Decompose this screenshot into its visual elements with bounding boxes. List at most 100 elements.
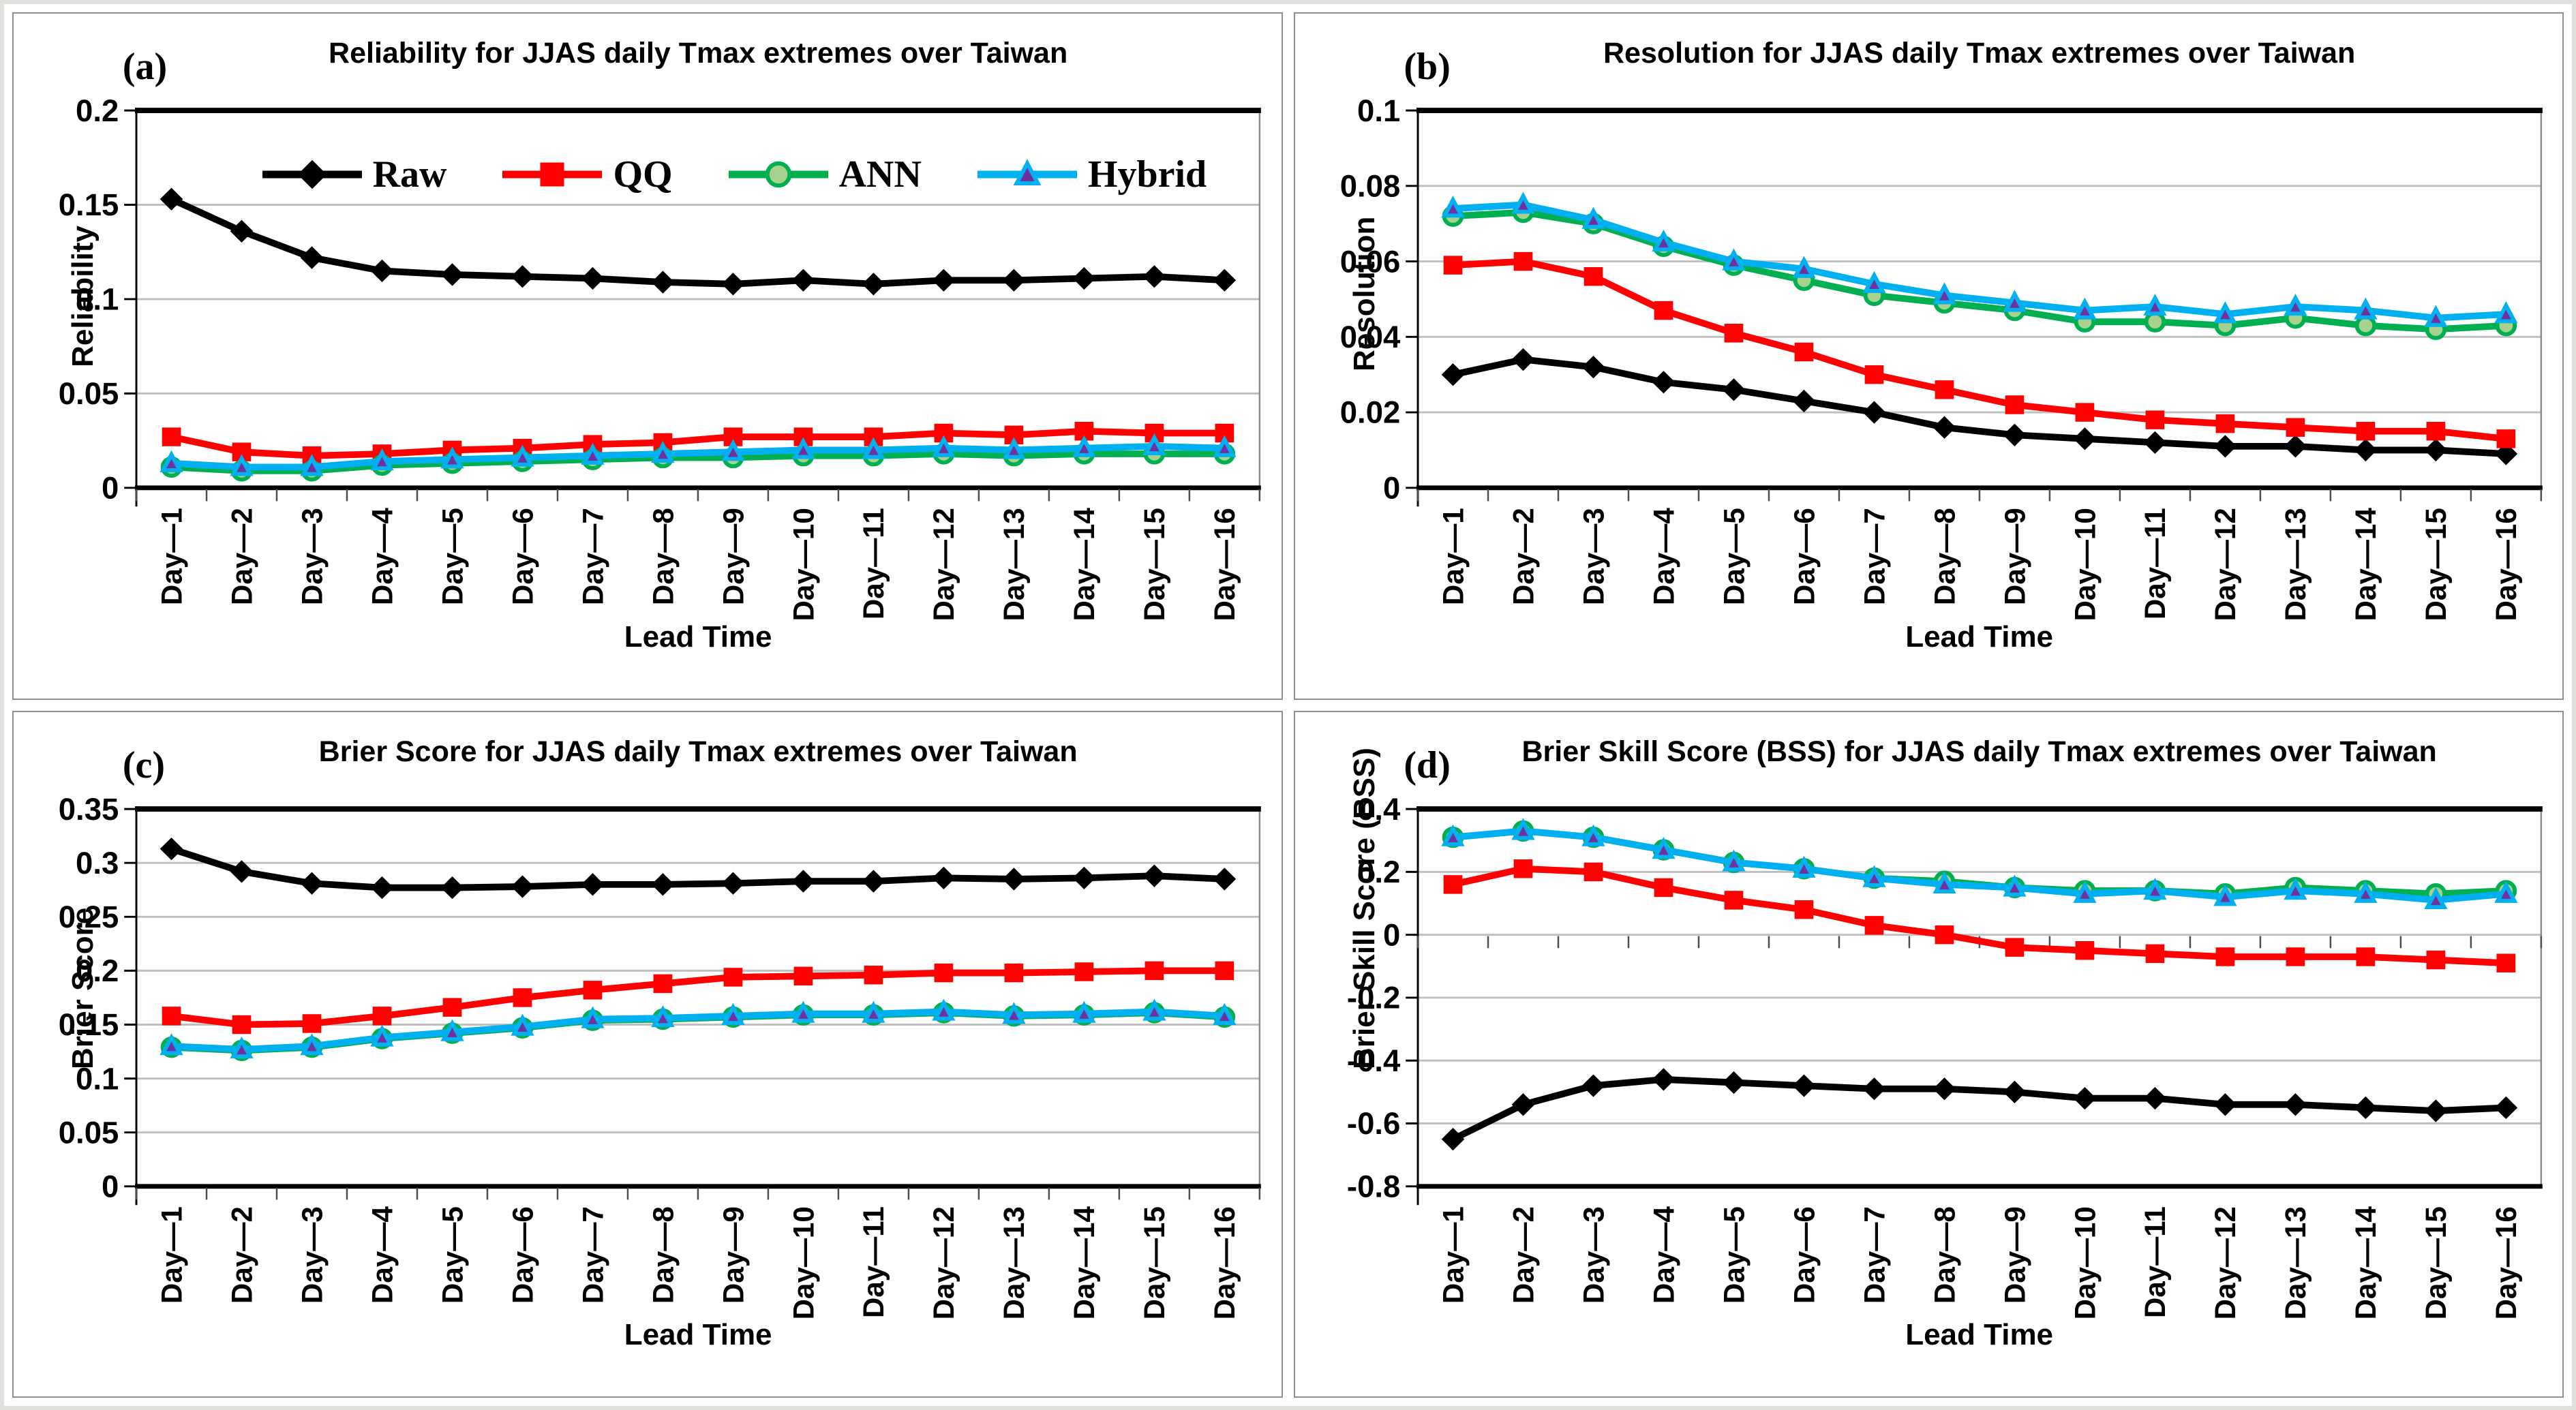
diamond-marker (2494, 442, 2517, 465)
x-axis-tick-label: Day—8 (1928, 508, 1960, 605)
y-axis-tick-label: -0.6 (1346, 1106, 1399, 1141)
x-axis-tick-label: Day—2 (226, 508, 258, 605)
square-marker (302, 1013, 322, 1033)
series-line-qq (1449, 258, 2509, 442)
triangle-marker (862, 437, 885, 459)
x-axis-tick-label: Day—10 (2069, 1206, 2101, 1319)
triangle-marker (300, 454, 324, 476)
x-axis-title-d: Lead Time (1905, 1318, 2054, 1352)
triangle-marker (651, 1005, 675, 1027)
diamond-marker (2073, 427, 2096, 450)
triangle-marker (1581, 206, 1605, 229)
square-marker (2005, 937, 2024, 957)
diamond-marker (2284, 1092, 2307, 1116)
triangle-marker (1932, 282, 1956, 305)
panel-d: (d) Brier Skill Score (BSS) for JJAS dai… (1293, 710, 2564, 1398)
square-marker (372, 1006, 392, 1026)
triangle-marker (1791, 855, 1816, 878)
x-axis-tick-label: Day—12 (2209, 508, 2241, 621)
square-marker (934, 963, 954, 982)
square-marker (2426, 950, 2445, 969)
x-axis-tick-label: Day—14 (2350, 508, 2382, 622)
square-marker (1864, 365, 1883, 384)
legend-item-qq: QQ (501, 153, 673, 196)
diamond-marker (1862, 401, 1885, 424)
x-axis-tick-label: Day—8 (1928, 1206, 1960, 1304)
x-axis-tick-label: Day—12 (2209, 1206, 2241, 1319)
x-axis-tick-label: Day—7 (1858, 1206, 1890, 1304)
legend-item-hybrid: Hybrid (976, 153, 1207, 196)
x-axis-tick-label: Day—12 (928, 508, 960, 621)
square-marker (1935, 925, 1954, 944)
x-axis-tick-label: Day—14 (2350, 1206, 2382, 1319)
y-axis-tick-label: 0.06 (1339, 244, 1400, 279)
x-axis-tick-label: Day—9 (1999, 508, 2031, 605)
circle-marker (765, 161, 791, 188)
x-axis-tick-label: Day—5 (436, 1206, 468, 1304)
diamond-marker (1652, 371, 1675, 394)
square-marker (1513, 251, 1532, 271)
y-axis-tick-label: 0.25 (59, 900, 119, 934)
triangle-marker (1142, 433, 1166, 456)
series-line-hybrid (168, 442, 1228, 471)
triangle-marker (2002, 290, 2027, 312)
triangle-marker (511, 444, 534, 467)
triangle-marker (230, 1036, 254, 1058)
legend-marker-circle-icon (728, 161, 828, 188)
diamond-marker (300, 246, 324, 269)
triangle-marker (791, 437, 815, 459)
diamond-marker (1002, 867, 1026, 891)
diamond-marker (1441, 1127, 1464, 1150)
y-axis-tick-label: -0.2 (1346, 980, 1399, 1015)
chart-canvas-d: -0.8 -0.6 -0.4 -0.2 0 0.2 0.4 Day—1 Day—2 Day—3 Da… (1346, 791, 2543, 1319)
x-axis-tick-label: Day—15 (2420, 1206, 2452, 1319)
y-axis-tick-label: 0 (1382, 917, 1399, 952)
diamond-marker (1581, 355, 1605, 379)
x-axis-tick-label: Day—13 (2279, 1206, 2312, 1319)
square-marker (583, 980, 603, 1000)
diamond-marker (300, 872, 324, 895)
x-axis-tick-label: Day—9 (717, 1206, 749, 1304)
x-axis-tick-label: Day—13 (998, 508, 1030, 621)
diamond-marker (160, 187, 183, 211)
x-axis-tick-label: Day—6 (506, 508, 539, 605)
triangle-marker (2283, 293, 2307, 316)
circle-marker (2144, 311, 2166, 333)
square-marker (2145, 410, 2164, 429)
series-markers-qq (162, 961, 1234, 1034)
x-axis-tick-label: Day—13 (2279, 508, 2312, 621)
x-axis-tick-label: Day—7 (577, 1206, 609, 1304)
diamond-marker (440, 876, 464, 899)
panel-letter-d: (d) (1404, 744, 1451, 786)
square-marker (2286, 418, 2305, 437)
y-axis-title-d: Brier Skill Score (BSS) (1347, 748, 1381, 1070)
diamond-marker (1862, 1077, 1885, 1100)
x-axis-tick-label: Day—2 (1507, 508, 1539, 605)
diamond-marker (370, 876, 394, 899)
series-line-ann (1449, 209, 2509, 333)
x-axis-tick-label: Day—16 (1209, 508, 1241, 621)
series-markers-qq (1443, 859, 2515, 972)
panel-b: (b) Resolution for JJAS daily Tmax extre… (1293, 12, 2564, 700)
triangle-marker (2423, 887, 2447, 909)
square-marker (2496, 953, 2515, 972)
diamond-marker (1213, 269, 1237, 292)
triangle-marker (932, 998, 956, 1021)
square-marker (2356, 947, 2375, 966)
series-markers-hybrid (160, 998, 1237, 1058)
y-axis-tick-label: 0.02 (1339, 395, 1400, 430)
legend: Raw QQ ANN Hybrid (261, 153, 1207, 196)
square-marker (1935, 380, 1954, 399)
triangle-marker (1862, 271, 1886, 293)
x-axis-tick-label: Day—8 (647, 1206, 679, 1304)
triangle-marker (160, 1032, 183, 1055)
diamond-marker (2143, 1086, 2166, 1109)
x-axis-tick-label: Day—13 (998, 1206, 1030, 1319)
series-line-hybrid (1449, 827, 2509, 904)
x-axis-tick-label: Day—6 (1788, 508, 1820, 605)
square-marker (2005, 395, 2024, 414)
y-axis-tick-label: 0.05 (59, 376, 119, 411)
triangle-marker (1791, 256, 1816, 278)
y-axis-tick-label: 0.1 (76, 282, 119, 317)
